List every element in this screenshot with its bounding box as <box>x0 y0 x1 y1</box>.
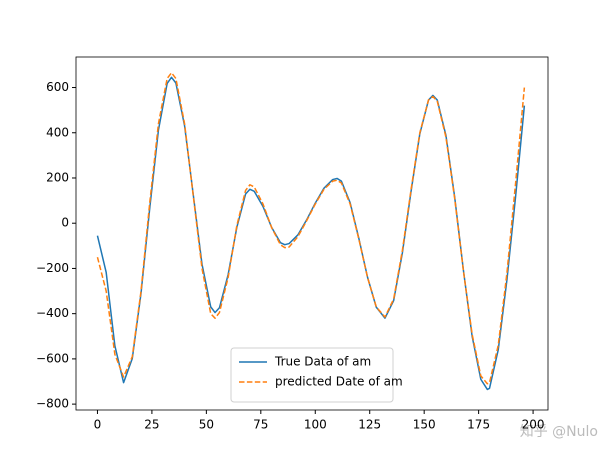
y-tick-label: 600 <box>46 80 69 94</box>
series-line <box>96 72 526 385</box>
y-tick-label: 200 <box>46 170 69 184</box>
x-tick-label: 100 <box>304 418 327 432</box>
legend-label: predicted Date of am <box>275 375 403 389</box>
axes-frame <box>75 56 549 411</box>
y-tick-label: −400 <box>36 306 69 320</box>
legend-label: True Data of am <box>274 355 371 369</box>
x-tick-label: 175 <box>467 418 490 432</box>
x-tick-label: 200 <box>522 418 545 432</box>
y-tick-label: −600 <box>36 351 69 365</box>
y-tick-label: −200 <box>36 261 69 275</box>
x-tick-label: 25 <box>144 418 159 432</box>
x-tick-label: 125 <box>358 418 381 432</box>
legend-box <box>230 347 394 403</box>
x-tick-label: 75 <box>253 418 268 432</box>
y-tick-label: −800 <box>36 397 69 411</box>
x-tick-label: 150 <box>413 418 436 432</box>
series-line <box>96 76 526 391</box>
x-tick-label: 0 <box>94 418 102 432</box>
x-tick-label: 50 <box>199 418 214 432</box>
y-tick-label: 0 <box>61 216 69 230</box>
y-tick-label: 400 <box>46 125 69 139</box>
watermark: 知乎 @Nulo <box>520 423 598 440</box>
